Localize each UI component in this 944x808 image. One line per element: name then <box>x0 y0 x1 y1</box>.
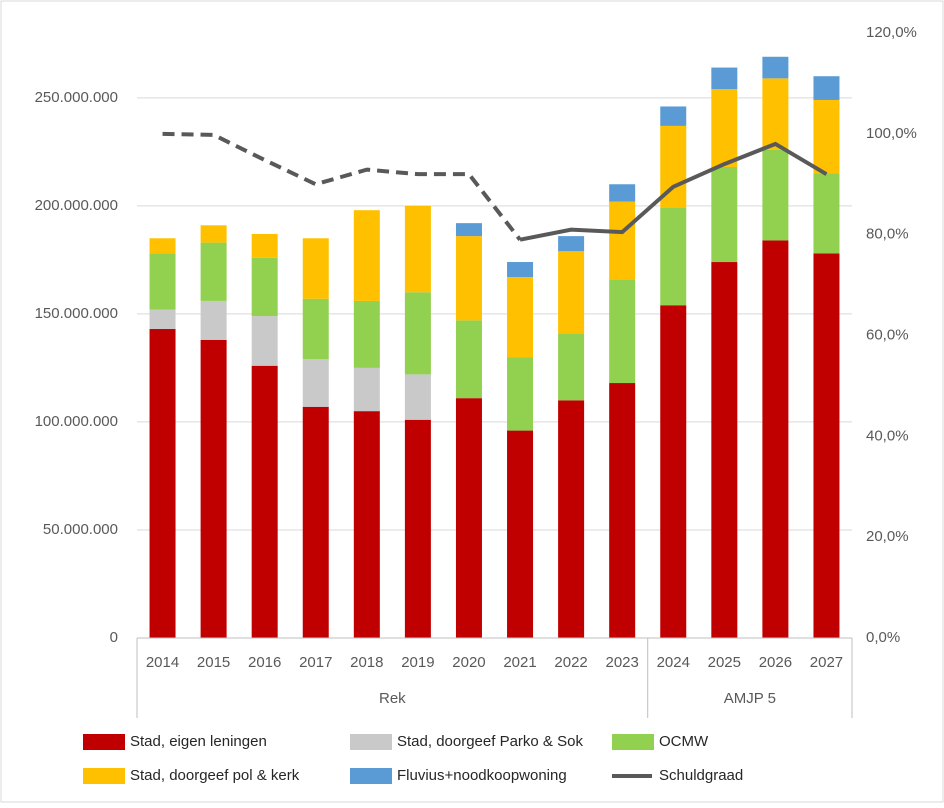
bar-segment <box>353 367 380 412</box>
bar-segment <box>251 233 278 258</box>
bar-segment <box>609 184 636 202</box>
bar-segment <box>302 359 329 407</box>
legend-swatch <box>350 768 392 784</box>
y2-tick-label: 20,0% <box>866 528 909 545</box>
group-label: AMJP 5 <box>724 690 776 707</box>
bar-segment <box>711 262 738 638</box>
legend-label: Fluvius+noodkoopwoning <box>397 767 567 784</box>
x-tick-label: 2027 <box>810 654 843 671</box>
bar-segment <box>762 78 789 150</box>
x-tick-label: 2020 <box>452 654 485 671</box>
bar-segment <box>711 67 738 90</box>
bar-segment <box>200 339 227 638</box>
x-tick-label: 2019 <box>401 654 434 671</box>
bar-segment <box>251 365 278 638</box>
bar-segment <box>455 320 482 399</box>
line-series <box>519 141 828 242</box>
group-label: Rek <box>379 690 406 707</box>
bar-segment <box>507 277 534 358</box>
y-tick-label: 250.000.000 <box>35 89 118 106</box>
x-tick-label: 2026 <box>759 654 792 671</box>
bar-segment <box>353 300 380 368</box>
bar-segment <box>404 292 431 375</box>
bar-segment <box>762 240 789 638</box>
bar-segment <box>609 279 636 384</box>
bar-segment <box>404 374 431 420</box>
bar-segment <box>609 201 636 280</box>
x-tick-label: 2014 <box>146 654 179 671</box>
x-tick-label: 2018 <box>350 654 383 671</box>
legend-swatch <box>612 734 654 750</box>
bar-segment <box>711 166 738 263</box>
bar-segment <box>404 419 431 638</box>
y2-tick-label: 100,0% <box>866 125 917 142</box>
y-tick-label: 0 <box>110 629 118 646</box>
bar-segment <box>455 236 482 321</box>
line-series <box>162 131 522 241</box>
y-tick-label: 150.000.000 <box>35 305 118 322</box>
bar-segment <box>404 205 431 293</box>
bar-segment <box>660 208 687 306</box>
bar-segment <box>200 242 227 301</box>
y2-tick-label: 0,0% <box>866 629 900 646</box>
bar-segment <box>353 210 380 301</box>
bar-segment <box>149 309 176 330</box>
legend-label: Stad, doorgeef Parko & Sok <box>397 733 583 750</box>
x-tick-label: 2022 <box>554 654 587 671</box>
x-tick-label: 2016 <box>248 654 281 671</box>
bar-segment <box>507 357 534 431</box>
bar-segment <box>762 56 789 79</box>
x-tick-label: 2021 <box>503 654 536 671</box>
bar-segment <box>251 316 278 366</box>
legend-label: Stad, doorgeef pol & kerk <box>130 767 300 784</box>
bar-segment <box>813 76 840 100</box>
bar-segment <box>762 149 789 241</box>
bar-segment <box>149 329 176 638</box>
x-tick-label: 2024 <box>657 654 690 671</box>
bar-segment <box>660 106 687 126</box>
bar-segment <box>251 257 278 317</box>
bar-segment <box>149 238 176 254</box>
legend-swatch <box>83 768 125 784</box>
bar-segment <box>813 99 840 174</box>
bar-segment <box>507 262 534 278</box>
bar-segment <box>558 400 585 638</box>
bar-segment <box>149 253 176 310</box>
legend-swatch <box>83 734 125 750</box>
y-tick-label: 200.000.000 <box>35 197 118 214</box>
legend-swatch <box>350 734 392 750</box>
bar-segment <box>507 430 534 638</box>
y-tick-label: 100.000.000 <box>35 413 118 430</box>
bar-segment <box>558 236 585 252</box>
bar-segment <box>813 253 840 638</box>
x-tick-label: 2015 <box>197 654 230 671</box>
bar-segment <box>353 411 380 638</box>
y-tick-label: 50.000.000 <box>43 521 118 538</box>
legend-label: OCMW <box>659 733 709 750</box>
x-tick-label: 2023 <box>605 654 638 671</box>
y2-tick-label: 60,0% <box>866 326 909 343</box>
y2-tick-label: 80,0% <box>866 226 909 243</box>
bar-segment <box>609 383 636 638</box>
bar-segment <box>711 89 738 167</box>
bar-segment <box>302 406 329 638</box>
bar-segment <box>200 225 227 243</box>
legend-label: Schuldgraad <box>659 767 743 784</box>
y2-tick-label: 40,0% <box>866 427 909 444</box>
bar-segment <box>558 251 585 334</box>
bar-segment <box>660 305 687 638</box>
bar-segment <box>813 173 840 254</box>
bar-segment <box>558 333 585 401</box>
bar-segment <box>455 398 482 638</box>
bar-segment <box>302 298 329 360</box>
bar-segment <box>455 223 482 237</box>
bar-segment <box>302 238 329 299</box>
y2-tick-label: 120,0% <box>866 24 917 41</box>
bar-segment <box>200 300 227 340</box>
legend-label: Stad, eigen leningen <box>130 733 267 750</box>
x-tick-label: 2017 <box>299 654 332 671</box>
x-tick-label: 2025 <box>708 654 741 671</box>
